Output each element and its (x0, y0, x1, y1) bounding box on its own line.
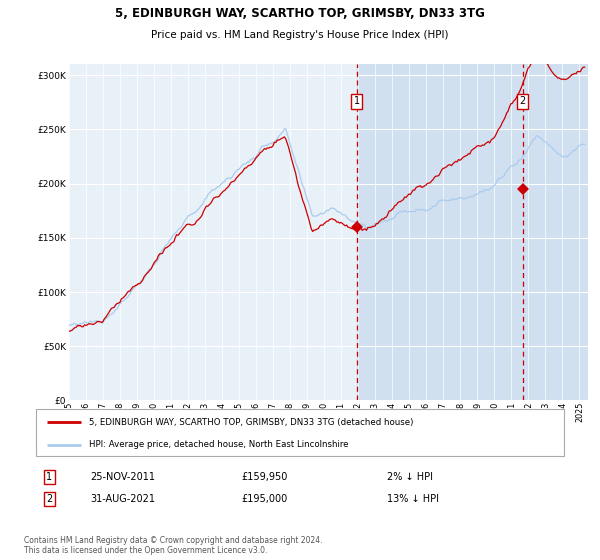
Text: 5, EDINBURGH WAY, SCARTHO TOP, GRIMSBY, DN33 3TG (detached house): 5, EDINBURGH WAY, SCARTHO TOP, GRIMSBY, … (89, 418, 413, 427)
Text: 31-AUG-2021: 31-AUG-2021 (90, 494, 155, 503)
Text: 2% ↓ HPI: 2% ↓ HPI (387, 472, 433, 482)
FancyBboxPatch shape (36, 409, 564, 456)
Text: Price paid vs. HM Land Registry's House Price Index (HPI): Price paid vs. HM Land Registry's House … (151, 30, 449, 40)
Text: HPI: Average price, detached house, North East Lincolnshire: HPI: Average price, detached house, Nort… (89, 440, 348, 449)
Text: 5, EDINBURGH WAY, SCARTHO TOP, GRIMSBY, DN33 3TG: 5, EDINBURGH WAY, SCARTHO TOP, GRIMSBY, … (115, 7, 485, 20)
Bar (356, 64, 588, 400)
Text: £195,000: £195,000 (241, 494, 287, 503)
Text: Contains HM Land Registry data © Crown copyright and database right 2024.
This d: Contains HM Land Registry data © Crown c… (24, 535, 323, 555)
Text: 13% ↓ HPI: 13% ↓ HPI (387, 494, 439, 503)
Text: 2: 2 (46, 494, 53, 503)
Text: 1: 1 (353, 96, 359, 106)
Text: £159,950: £159,950 (241, 472, 287, 482)
Text: 25-NOV-2011: 25-NOV-2011 (90, 472, 155, 482)
Text: 1: 1 (46, 472, 53, 482)
Text: 2: 2 (520, 96, 526, 106)
